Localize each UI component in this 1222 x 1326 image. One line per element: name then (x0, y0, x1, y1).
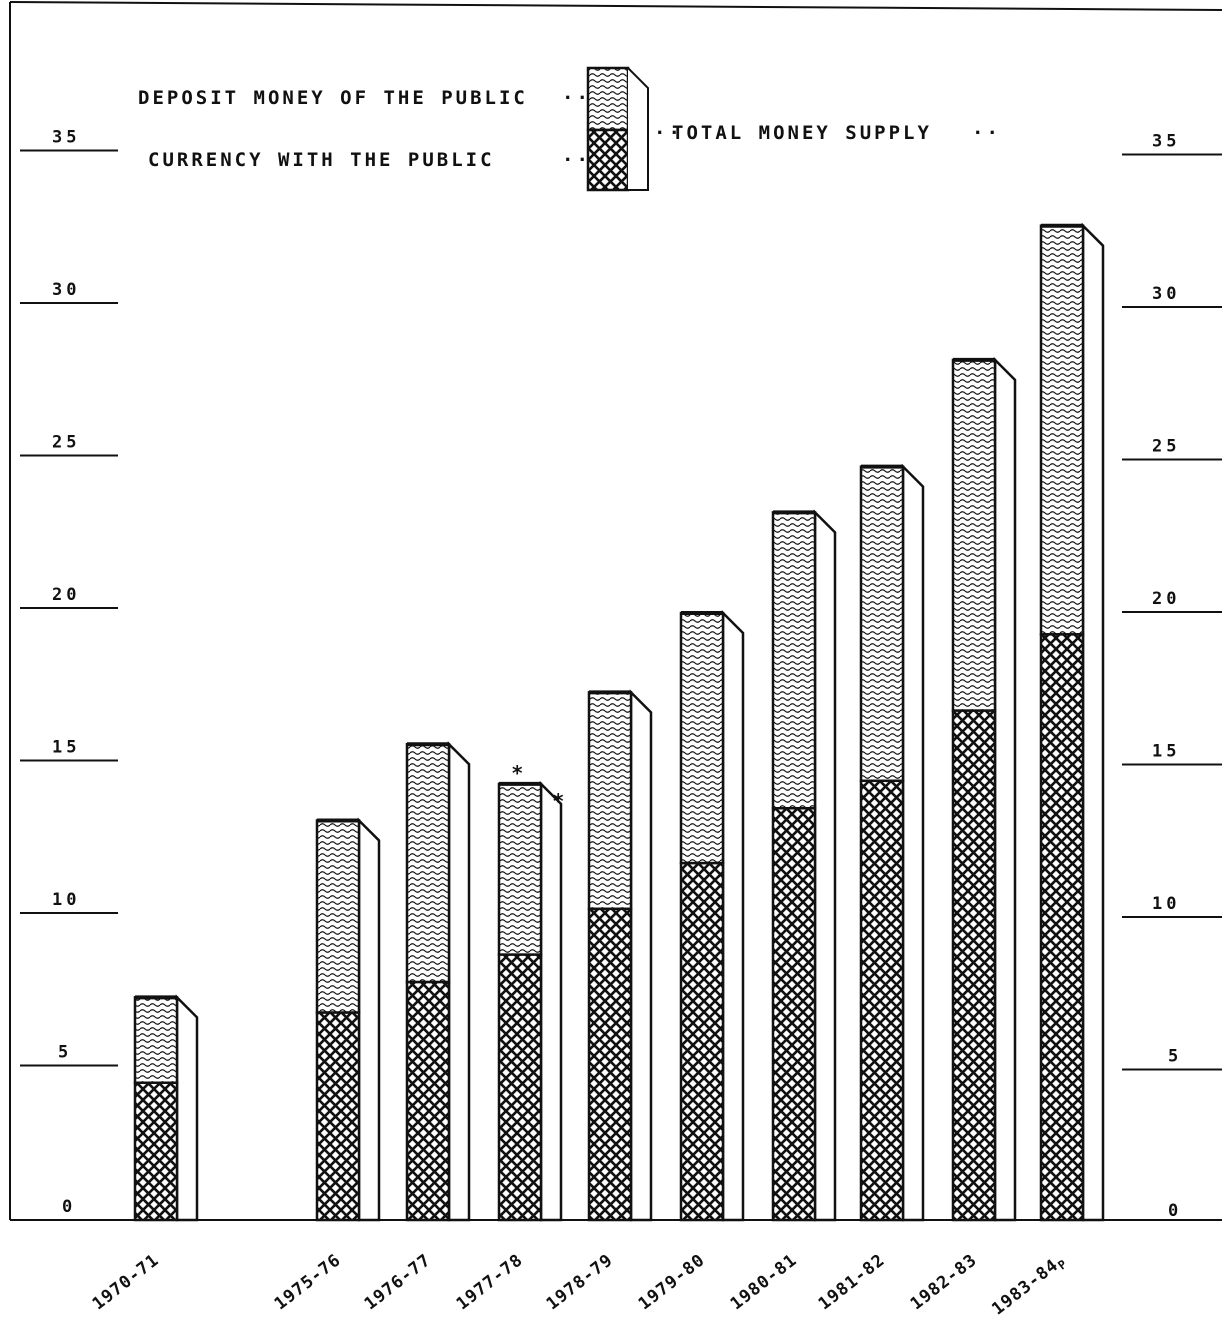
bar-currency (1039, 633, 1085, 1222)
left-tick-label: 15 (52, 738, 80, 758)
left-tick-label: 35 (52, 128, 80, 148)
legend-swatch (586, 66, 649, 192)
left-y-axis: 0 5 10 15 20 25 30 35 (20, 128, 118, 1217)
bar-currency (771, 807, 817, 1222)
legend-currency-label: CURRENCY WITH THE PUBLIC (148, 149, 495, 171)
right-tick-label: 30 (1152, 284, 1180, 304)
left-tick-label: 20 (52, 585, 80, 605)
bar-group-1981-82 (859, 463, 925, 1222)
bar-deposit (951, 358, 997, 712)
x-tick-label: 1980-81 (727, 1250, 801, 1314)
x-tick-label: 1976-77 (361, 1250, 435, 1314)
bar-group-1975-76 (315, 817, 381, 1222)
bar-currency (679, 861, 725, 1222)
x-axis-labels: 1970-71 1975-76 1976-77 1977-78 1978-79 1979-… (89, 1250, 1071, 1321)
right-tick-label: 10 (1152, 894, 1180, 914)
right-tick-label: 15 (1152, 742, 1180, 762)
legend-deposit-label: DEPOSIT MONEY OF THE PUBLIC (138, 87, 528, 109)
bar-currency (859, 779, 905, 1222)
bar-group-1980-81 (771, 509, 837, 1222)
bar-group-1982-83 (951, 356, 1017, 1222)
bar-side (357, 817, 381, 1222)
svg-text:··: ·· (972, 122, 1001, 144)
bar-currency (587, 907, 633, 1222)
x-tick-label: 1983-84P (988, 1250, 1070, 1321)
bar-group-1978-79 (587, 689, 653, 1222)
bar-deposit (679, 611, 725, 865)
right-tick-label: 20 (1152, 589, 1180, 609)
left-tick-label: 30 (52, 280, 80, 300)
x-tick-label: 1978-79 (543, 1250, 617, 1314)
x-tick-label: 1979-80 (635, 1250, 709, 1314)
x-tick-label: 1982-83 (907, 1250, 981, 1314)
bar-currency (951, 709, 997, 1222)
bar-side (1081, 222, 1105, 1222)
bar-deposit (133, 996, 179, 1084)
bar-deposit (1039, 224, 1085, 636)
bar-group-1977-78: ** (497, 761, 564, 1222)
bar-currency (133, 1081, 179, 1222)
bar-group-1976-77 (405, 741, 471, 1222)
right-tick-label: 5 (1168, 1047, 1182, 1067)
bar-side (721, 610, 745, 1222)
bar-group-1970-71 (133, 994, 199, 1222)
bar-group-1979-80 (679, 610, 745, 1222)
bar-side (813, 509, 837, 1222)
x-tick-label: 1970-71 (89, 1250, 163, 1314)
right-y-axis: 0 5 10 15 20 25 30 35 (1122, 132, 1222, 1221)
left-tick-label: 0 (62, 1197, 76, 1217)
bar-currency (405, 980, 451, 1222)
bar-side (993, 356, 1017, 1222)
x-tick-suffix: P (1055, 1256, 1070, 1272)
bar-side (539, 780, 563, 1222)
bar-deposit (315, 819, 361, 1014)
x-tick-label: 1981-82 (815, 1250, 889, 1314)
bar-deposit (771, 511, 817, 810)
bars: ** (133, 222, 1105, 1222)
right-tick-label: 0 (1168, 1201, 1182, 1221)
bar-deposit (497, 782, 543, 956)
bar-side (629, 689, 653, 1222)
bar-annotation: * (553, 789, 564, 813)
bar-currency (497, 953, 543, 1222)
bar-deposit (859, 465, 905, 783)
legend: DEPOSIT MONEY OF THE PUBLIC ·· CURRENCY … (138, 66, 1001, 192)
left-tick-label: 25 (52, 433, 80, 453)
bar-deposit (405, 742, 451, 984)
left-tick-label: 5 (58, 1043, 72, 1063)
x-tick-label: 1977-78 (453, 1250, 527, 1314)
right-tick-label: 25 (1152, 437, 1180, 457)
bar-side (447, 741, 471, 1222)
bar-side (901, 463, 925, 1222)
right-tick-label: 35 (1152, 132, 1180, 152)
legend-total-label: TOTAL MONEY SUPPLY (672, 122, 932, 144)
left-tick-label: 10 (52, 890, 80, 910)
svg-text:··: ·· (562, 87, 591, 109)
bar-side (175, 994, 199, 1222)
bar-group-1983-84 (1039, 222, 1105, 1222)
x-tick-label: 1975-76 (271, 1250, 345, 1314)
bar-currency (315, 1011, 361, 1222)
bar-annotation: * (512, 761, 523, 785)
svg-text:··: ·· (654, 122, 683, 144)
svg-text:··: ·· (562, 149, 591, 171)
bar-deposit (587, 691, 633, 911)
